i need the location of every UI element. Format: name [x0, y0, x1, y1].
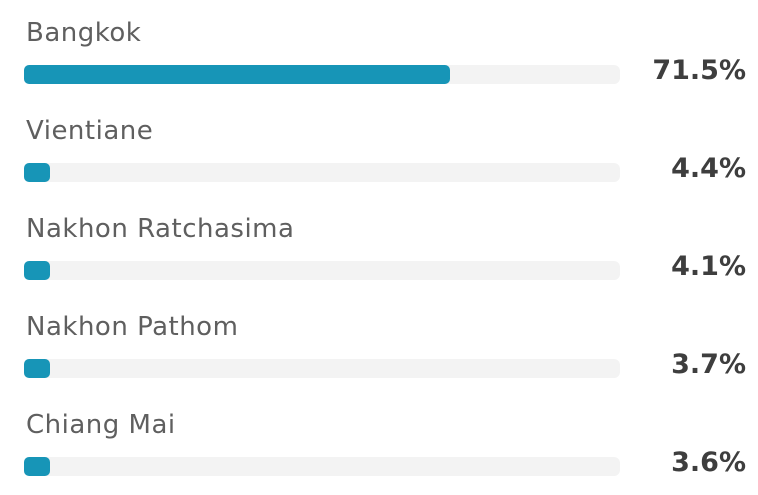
bar — [24, 261, 50, 280]
bar-row: Chiang Mai 3.6% — [0, 397, 758, 495]
value-label: 4.4% — [671, 153, 746, 184]
bar — [24, 163, 51, 182]
bar-track — [24, 457, 620, 476]
bar-row: Nakhon Pathom 3.7% — [0, 299, 758, 397]
value-label: 3.7% — [671, 349, 746, 380]
bar-row: Vientiane 4.4% — [0, 103, 758, 201]
category-label: Nakhon Ratchasima — [26, 214, 295, 244]
category-label: Nakhon Pathom — [26, 312, 239, 342]
bar-row: Bangkok 71.5% — [0, 5, 758, 103]
bar-track — [24, 163, 620, 182]
bar-track — [24, 359, 620, 378]
category-label: Vientiane — [26, 116, 154, 146]
bar — [24, 457, 50, 476]
value-label: 3.6% — [671, 447, 746, 478]
bar-track — [24, 261, 620, 280]
bar-row: Nakhon Ratchasima 4.1% — [0, 201, 758, 299]
value-label: 71.5% — [652, 55, 746, 86]
category-label: Bangkok — [26, 18, 142, 48]
bar — [24, 65, 451, 84]
value-label: 4.1% — [671, 251, 746, 282]
bar — [24, 359, 50, 378]
category-label: Chiang Mai — [26, 410, 176, 440]
bar-track — [24, 65, 620, 84]
city-share-chart: Bangkok 71.5% Vientiane 4.4% Nakhon Ratchasi… — [0, 5, 758, 478]
